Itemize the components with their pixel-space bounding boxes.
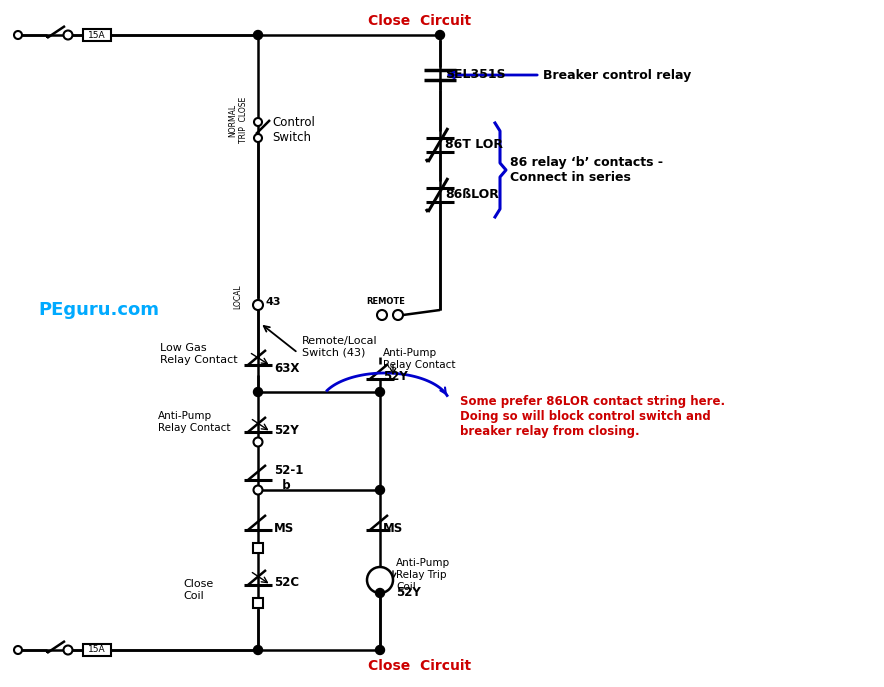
Circle shape <box>254 438 263 447</box>
Text: 52C: 52C <box>274 576 299 589</box>
Text: Low Gas
Relay Contact: Low Gas Relay Contact <box>160 344 238 365</box>
Circle shape <box>253 300 263 310</box>
Text: 86ßLOR: 86ßLOR <box>445 188 499 201</box>
Circle shape <box>367 567 393 593</box>
Circle shape <box>14 31 22 39</box>
Bar <box>83 644 111 656</box>
Circle shape <box>376 387 385 396</box>
Circle shape <box>254 646 263 655</box>
Circle shape <box>254 118 262 126</box>
Text: LOCAL: LOCAL <box>233 284 242 309</box>
Text: REMOTE: REMOTE <box>366 297 405 306</box>
Circle shape <box>14 646 22 654</box>
Text: Close
Coil: Close Coil <box>183 579 213 601</box>
Text: Anti-Pump
Relay Contact: Anti-Pump Relay Contact <box>383 348 455 370</box>
Text: Close  Circuit: Close Circuit <box>369 659 471 673</box>
Text: 43: 43 <box>265 297 280 307</box>
Bar <box>253 598 263 608</box>
Text: MS: MS <box>383 521 403 534</box>
Text: 86 relay ‘b’ contacts -
Connect in series: 86 relay ‘b’ contacts - Connect in serie… <box>510 156 663 184</box>
Text: 52Y: 52Y <box>383 370 408 383</box>
Circle shape <box>377 310 387 320</box>
Text: Close  Circuit: Close Circuit <box>369 14 471 28</box>
Text: 52Y: 52Y <box>396 587 421 600</box>
Circle shape <box>436 30 445 39</box>
Text: Some prefer 86LOR contact string here.
Doing so will block control switch and
br: Some prefer 86LOR contact string here. D… <box>460 395 725 438</box>
Text: Anti-Pump
Relay Trip
Coil: Anti-Pump Relay Trip Coil <box>396 559 450 592</box>
Circle shape <box>376 589 385 598</box>
Circle shape <box>376 646 385 655</box>
Text: 15A: 15A <box>88 646 106 655</box>
Text: SEL351S: SEL351S <box>445 69 506 82</box>
Circle shape <box>376 486 385 495</box>
Circle shape <box>64 30 72 39</box>
Text: PEguru.com: PEguru.com <box>38 301 159 319</box>
Circle shape <box>254 387 263 396</box>
Text: 52Y: 52Y <box>274 423 299 436</box>
Text: 63X: 63X <box>274 361 300 374</box>
Circle shape <box>254 30 263 39</box>
Text: Breaker control relay: Breaker control relay <box>543 69 691 82</box>
Text: Control
Switch: Control Switch <box>272 116 315 144</box>
Text: Remote/Local
Switch (43): Remote/Local Switch (43) <box>302 336 377 358</box>
Text: 86T LOR: 86T LOR <box>445 139 503 152</box>
Circle shape <box>254 134 262 142</box>
Circle shape <box>254 486 263 495</box>
Bar <box>83 29 111 41</box>
Circle shape <box>393 310 403 320</box>
Circle shape <box>64 646 72 655</box>
Text: 15A: 15A <box>88 30 106 39</box>
Text: MS: MS <box>274 521 294 534</box>
Text: 52-1
  b: 52-1 b <box>274 464 303 492</box>
Text: Anti-Pump
Relay Contact: Anti-Pump Relay Contact <box>158 412 231 433</box>
Bar <box>253 543 263 553</box>
Text: NORMAL
TRIP  CLOSE: NORMAL TRIP CLOSE <box>228 97 248 143</box>
